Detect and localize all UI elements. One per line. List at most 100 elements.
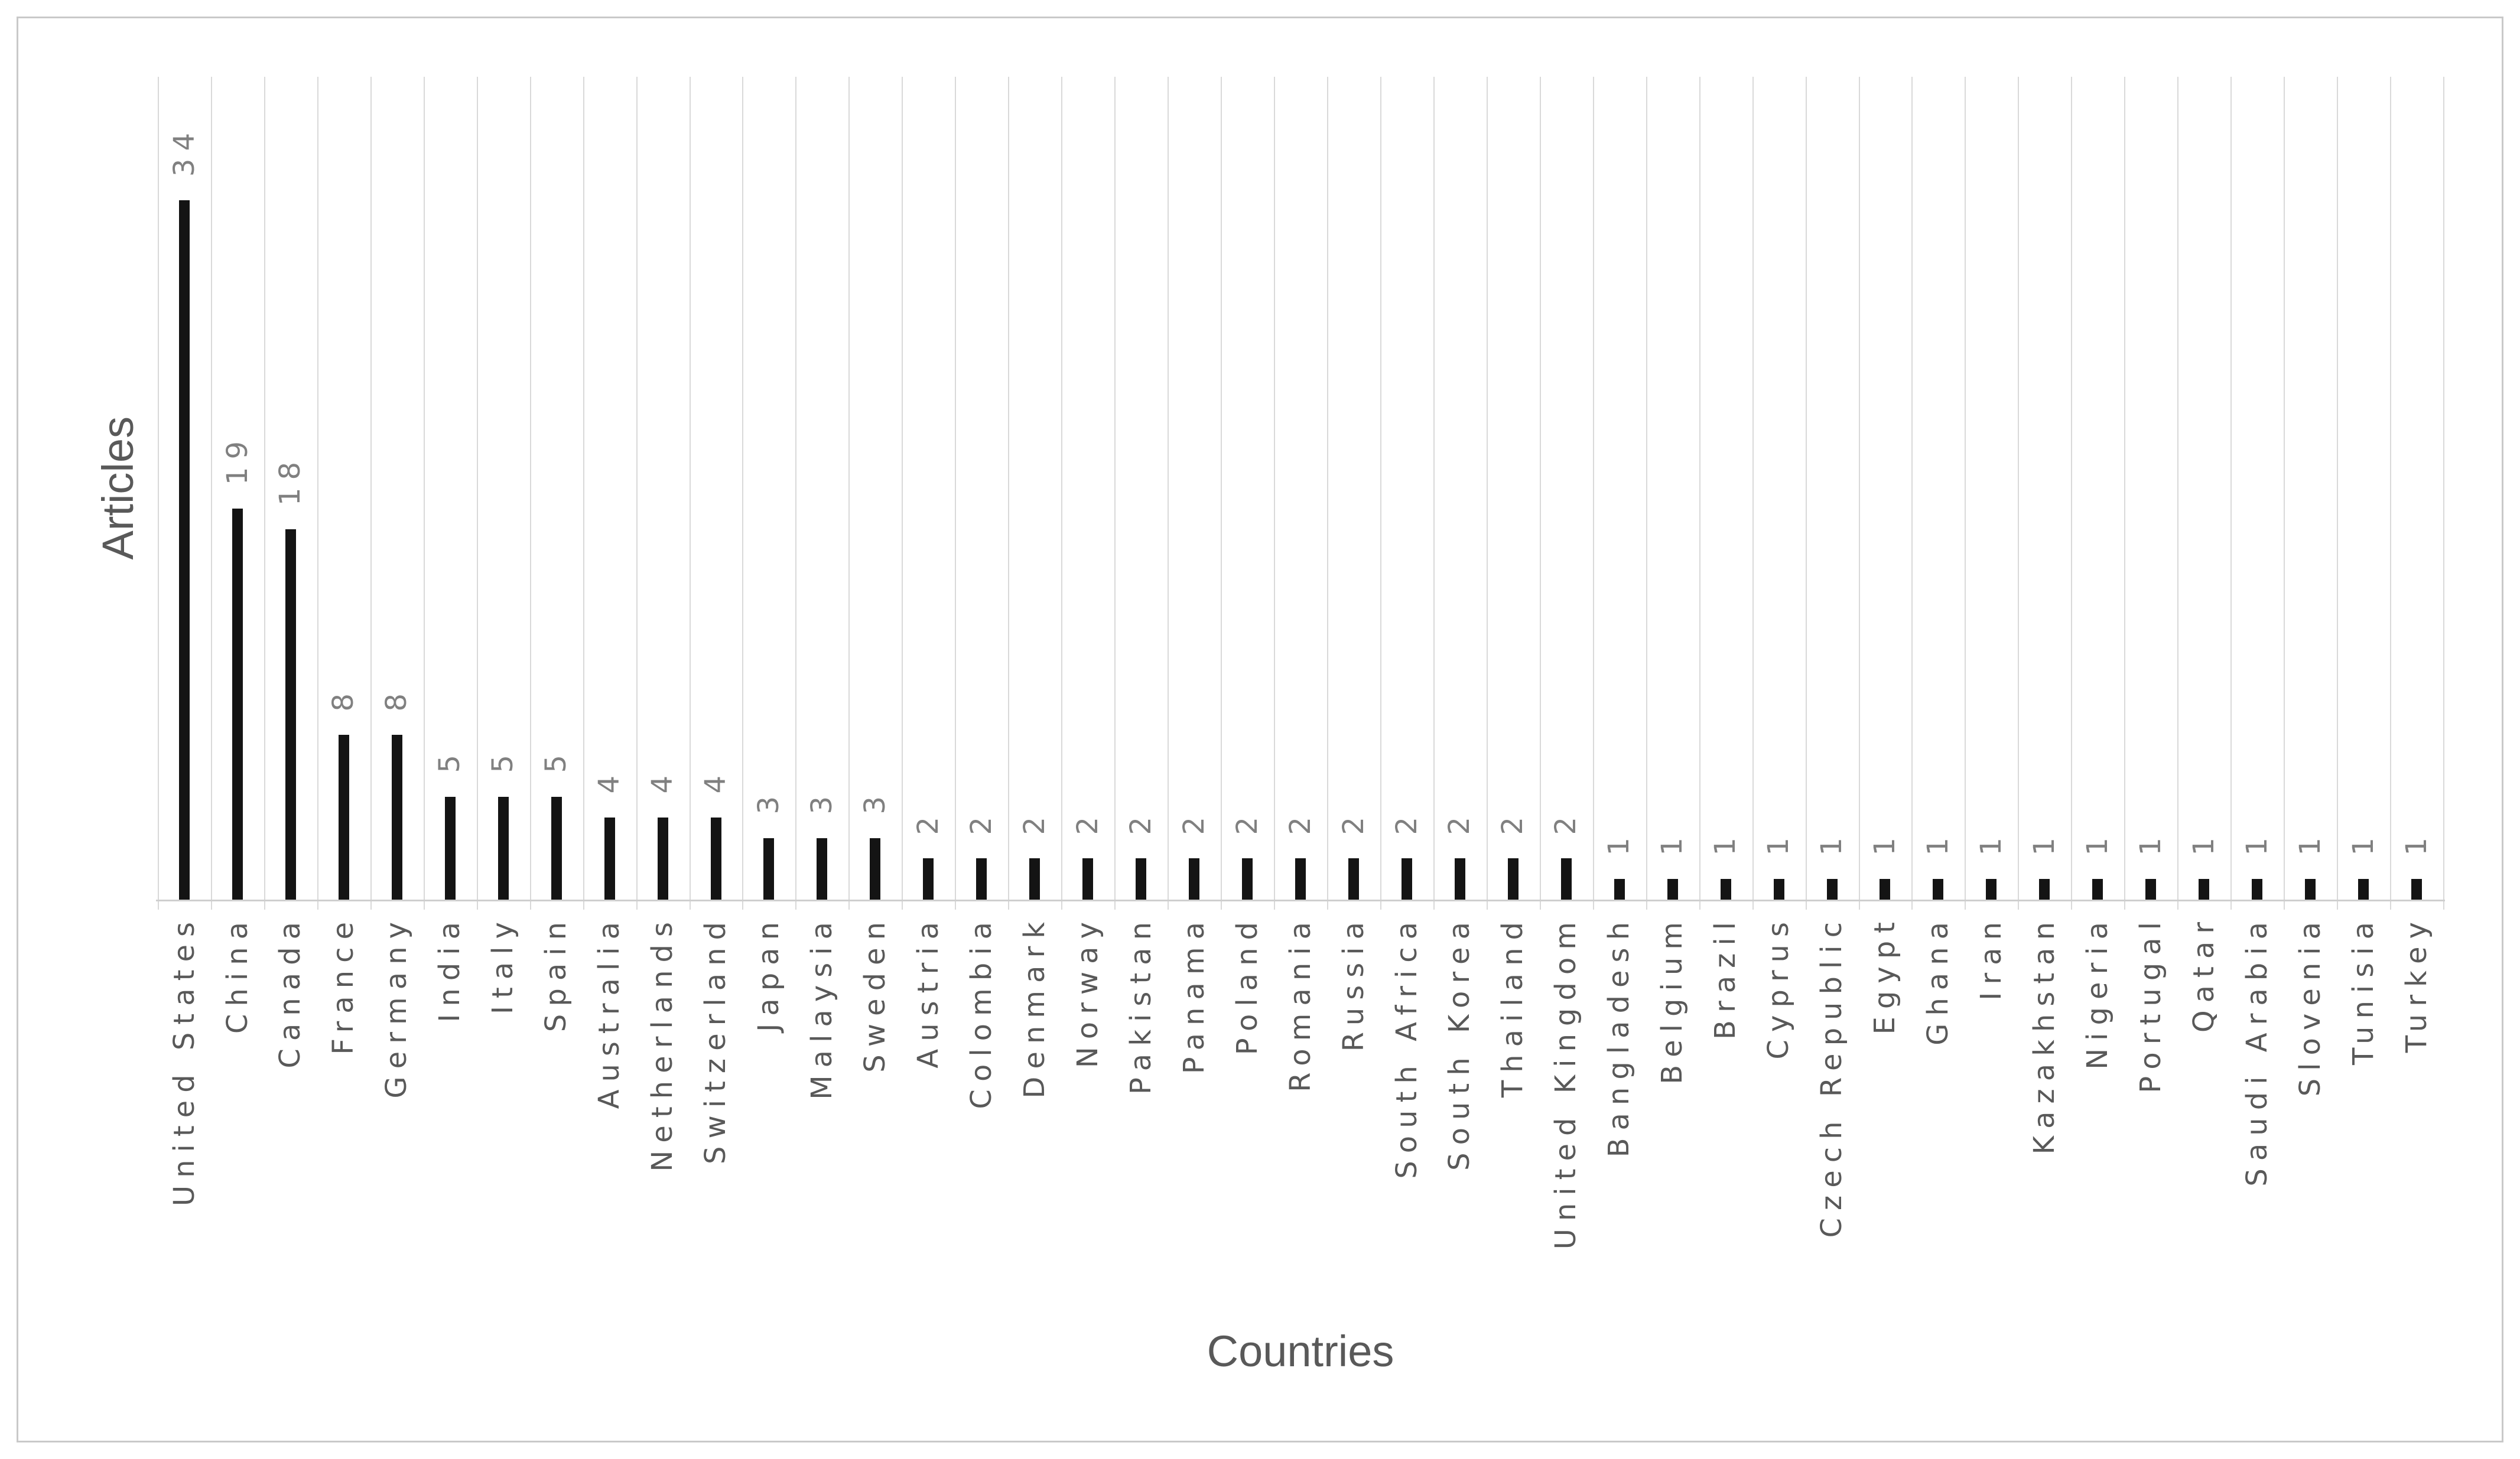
x-tick-label: Panama xyxy=(1177,914,1211,1074)
bar-value-text: 1 xyxy=(2399,829,2433,856)
gridline xyxy=(1806,77,1807,900)
bar-russia xyxy=(1348,858,1359,900)
gridline xyxy=(1699,77,1700,900)
axis-tick xyxy=(424,901,425,910)
x-tick-cell: Canada xyxy=(264,914,317,1069)
axis-tick xyxy=(1593,901,1594,910)
bar-denmark xyxy=(1029,858,1040,900)
bar-value-text: 2 xyxy=(1390,809,1423,835)
x-tick-label: Turkey xyxy=(2399,914,2433,1053)
bar-colombia xyxy=(976,858,987,900)
bar-value-text: 1 xyxy=(2134,829,2167,856)
x-tick-cell: Egypt xyxy=(1859,914,1912,1035)
bar-czech-republic xyxy=(1826,879,1838,900)
axis-tick xyxy=(1965,901,1966,910)
bar-value-label: 2 xyxy=(955,809,1008,835)
bar-value-label: 19 xyxy=(211,434,264,485)
gridline xyxy=(848,77,850,900)
x-tick-label: Bangladesh xyxy=(1602,914,1636,1158)
axis-tick xyxy=(317,901,318,910)
bar-value-text: 1 xyxy=(1974,829,2008,856)
x-tick-label: China xyxy=(220,914,254,1034)
axis-tick xyxy=(530,901,531,910)
x-tick-cell: South Africa xyxy=(1380,914,1433,1179)
bar-value-label: 2 xyxy=(1540,809,1593,835)
bar-value-text: 4 xyxy=(699,768,733,794)
bar-value-label: 1 xyxy=(2177,830,2230,856)
x-tick-cell: Ghana xyxy=(1911,914,1965,1046)
bar-qatar xyxy=(2199,879,2210,900)
x-tick-cell: United Kingdom xyxy=(1540,914,1593,1249)
gridline xyxy=(902,77,903,900)
bar-value-text: 2 xyxy=(1071,809,1104,835)
bar-canada xyxy=(285,529,296,900)
bar-iran xyxy=(1986,879,1997,900)
x-tick-cell: Switzerland xyxy=(690,914,743,1164)
x-axis-labels: United States China Canada France Germany Ind… xyxy=(158,914,2443,1249)
bar-value-label: 1 xyxy=(2337,830,2390,856)
bar-value-label: 3 xyxy=(795,789,848,815)
bar-value-label: 1 xyxy=(1752,830,1806,856)
x-tick-label: Tunisia xyxy=(2346,914,2380,1065)
bar-austria xyxy=(923,858,934,900)
axis-tick xyxy=(1487,901,1488,910)
bar-value-label: 2 xyxy=(1168,809,1221,835)
bar-germany xyxy=(391,735,402,900)
axis-tick xyxy=(2071,901,2072,910)
gridline xyxy=(1859,77,1860,900)
bar-value-label: 2 xyxy=(1008,809,1061,835)
bar-value-label: 5 xyxy=(530,747,583,773)
bar-italy xyxy=(498,796,509,900)
gridline xyxy=(1061,77,1062,900)
gridline xyxy=(1487,77,1488,900)
x-tick-cell: Malaysia xyxy=(795,914,848,1100)
bar-value-text: 1 xyxy=(2346,829,2380,856)
x-tick-label: Australia xyxy=(593,914,626,1109)
axis-tick xyxy=(636,901,638,910)
x-tick-label: Saudi Arabia xyxy=(2240,914,2274,1187)
gridline xyxy=(636,77,638,900)
axis-tick xyxy=(902,901,903,910)
axis-tick xyxy=(690,901,691,910)
x-tick-label: India xyxy=(433,914,467,1022)
axis-tick xyxy=(1699,901,1700,910)
bar-saudi-arabia xyxy=(2252,879,2263,900)
bar-value-label: 1 xyxy=(2230,830,2284,856)
x-tick-label: Colombia xyxy=(964,914,998,1109)
x-tick-label: Italy xyxy=(486,914,520,1015)
bar-sweden xyxy=(870,838,881,900)
bar-kazakhstan xyxy=(2039,879,2050,900)
x-tick-cell: Cyprus xyxy=(1752,914,1806,1060)
x-tick-cell: Nigeria xyxy=(2071,914,2124,1070)
gridline xyxy=(2124,77,2125,900)
bar-netherlands xyxy=(657,817,668,900)
x-tick-label: Poland xyxy=(1230,914,1264,1056)
bar-value-text: 2 xyxy=(1496,809,1530,835)
gridline xyxy=(2443,77,2444,900)
bar-france xyxy=(338,735,349,900)
x-tick-label: Egypt xyxy=(1868,914,1902,1035)
bar-malaysia xyxy=(817,838,828,900)
bar-value-label: 8 xyxy=(317,686,370,712)
bar-value-label: 2 xyxy=(1433,809,1487,835)
bar-value-label: 3 xyxy=(848,789,902,815)
bar-value-text: 1 xyxy=(1656,829,1689,856)
x-tick-label: Switzerland xyxy=(699,914,733,1164)
chart-frame-border xyxy=(17,17,2503,1442)
bar-value-label: 5 xyxy=(477,747,530,773)
bar-portugal xyxy=(2145,879,2157,900)
bar-south-africa xyxy=(1401,858,1412,900)
axis-tick xyxy=(2390,901,2391,910)
gridline xyxy=(370,77,372,900)
axis-tick xyxy=(477,901,478,910)
x-tick-label: Thailand xyxy=(1496,914,1530,1098)
bar-united-kingdom xyxy=(1560,858,1572,900)
bar-value-text: 4 xyxy=(593,768,626,794)
x-tick-cell: India xyxy=(424,914,477,1022)
bar-value-label: 18 xyxy=(264,454,317,506)
y-axis-title: Articles xyxy=(93,416,143,560)
x-tick-cell: South Korea xyxy=(1433,914,1487,1171)
x-tick-label: Nigeria xyxy=(2080,914,2114,1070)
bar-value-text: 2 xyxy=(1443,809,1477,835)
